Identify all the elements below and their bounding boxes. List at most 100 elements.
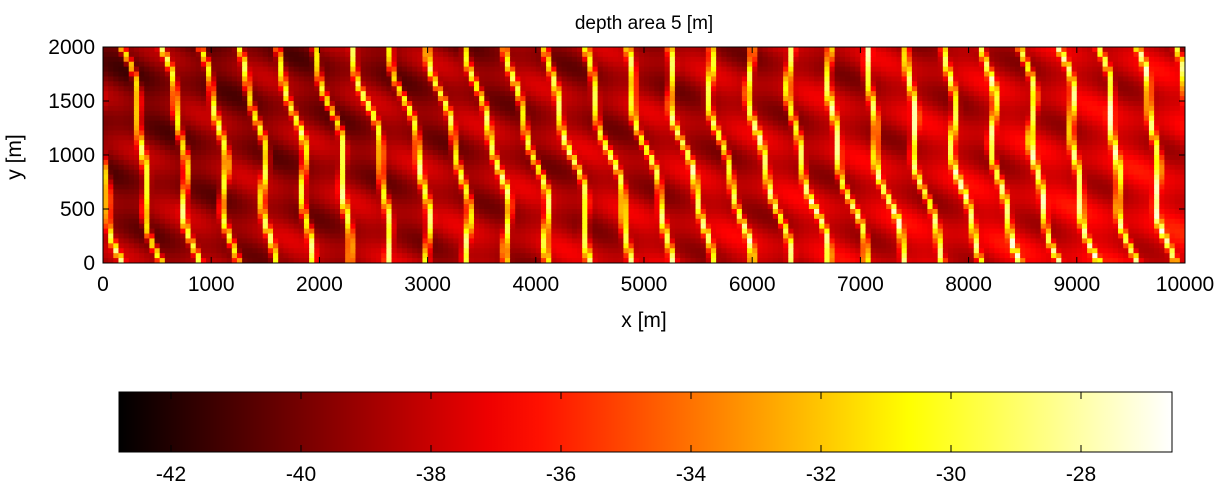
heatmap-cell	[690, 105, 697, 112]
heatmap-cell	[721, 66, 728, 73]
heatmap-cell	[103, 135, 109, 141]
heatmap-cell	[103, 66, 109, 73]
heatmap-cell	[494, 81, 501, 87]
heatmap-cell	[752, 125, 758, 132]
heatmap-cell	[947, 135, 954, 141]
heatmap-cell	[334, 150, 341, 156]
heatmap-cell	[602, 86, 609, 92]
heatmap-cell	[716, 51, 722, 58]
heatmap-cell	[535, 130, 542, 136]
heatmap-cell	[530, 120, 537, 127]
heatmap-cell	[1061, 47, 1068, 53]
heatmap-cell	[644, 86, 650, 92]
heatmap-cell	[984, 66, 990, 73]
heatmap-cell	[463, 130, 470, 136]
heatmap-cell	[798, 115, 805, 122]
heatmap-cell	[896, 159, 903, 166]
heatmap-cell	[695, 91, 702, 97]
heatmap-cell	[370, 140, 377, 146]
heatmap-cell	[211, 61, 217, 68]
heatmap-cell	[777, 61, 784, 68]
heatmap-cell	[664, 125, 671, 132]
heatmap-cell	[329, 51, 336, 58]
heatmap-cell	[422, 86, 429, 92]
heatmap-cell	[607, 96, 614, 102]
heatmap-cell	[376, 150, 382, 156]
heatmap-cell	[814, 130, 820, 136]
heatmap-cell	[695, 47, 702, 53]
heatmap-cell	[236, 130, 243, 136]
heatmap-cell	[303, 56, 310, 63]
heatmap-cell	[370, 130, 377, 136]
heatmap-cell	[422, 76, 429, 82]
heatmap-cell	[1071, 115, 1078, 122]
heatmap-cell	[103, 56, 109, 63]
heatmap-cell	[695, 105, 702, 112]
heatmap-cell	[283, 47, 290, 53]
heatmap-cell	[855, 105, 861, 112]
heatmap-cell	[530, 96, 537, 102]
heatmap-cell	[1118, 51, 1124, 58]
heatmap-cell	[103, 105, 109, 112]
heatmap-cell	[144, 145, 150, 151]
heatmap-cell	[144, 91, 150, 97]
heatmap-cell	[273, 155, 279, 161]
heatmap-cell	[443, 125, 449, 132]
heatmap-cell	[710, 105, 717, 112]
heatmap-cell	[278, 56, 284, 63]
heatmap-cell	[855, 47, 861, 53]
heatmap-cell	[1081, 81, 1088, 87]
heatmap-cell	[824, 125, 831, 132]
heatmap-cell	[1004, 150, 1011, 156]
heatmap-cell	[1071, 140, 1078, 146]
heatmap-cell	[427, 125, 434, 132]
heatmap-cell	[680, 86, 686, 92]
heatmap-cell	[391, 96, 398, 102]
heatmap-cell	[401, 86, 408, 92]
heatmap-cell	[535, 140, 542, 146]
heatmap-cell	[396, 159, 403, 166]
heatmap-cell	[401, 115, 408, 122]
heatmap-cell	[1148, 105, 1155, 112]
heatmap-cell	[298, 150, 305, 156]
heatmap-cell	[917, 71, 923, 78]
heatmap-cell	[1133, 125, 1140, 132]
heatmap-cell	[917, 96, 923, 102]
heatmap-cell	[180, 71, 187, 78]
heatmap-cell	[860, 96, 867, 102]
heatmap-cell	[479, 81, 485, 87]
heatmap-cell	[844, 76, 851, 82]
heatmap-cell	[1179, 150, 1185, 156]
heatmap-cell	[180, 101, 187, 107]
heatmap-cell	[309, 86, 315, 92]
heatmap-cell	[149, 140, 156, 146]
heatmap-cell	[829, 145, 836, 151]
heatmap-cell	[257, 115, 264, 122]
heatmap-cell	[494, 56, 501, 63]
heatmap-cell	[582, 115, 588, 122]
heatmap-cell	[927, 101, 934, 107]
heatmap-cell	[700, 71, 707, 78]
heatmap-cell	[1143, 110, 1150, 117]
heatmap-cell	[314, 96, 320, 102]
heatmap-cell	[432, 120, 439, 127]
heatmap-cell	[1154, 105, 1160, 112]
heatmap-cell	[566, 155, 573, 161]
heatmap-cell	[705, 135, 712, 141]
heatmap-cell	[463, 81, 470, 87]
heatmap-cell	[417, 76, 424, 82]
heatmap-cell	[695, 115, 702, 122]
heatmap-cell	[824, 66, 831, 73]
heatmap-cell	[139, 76, 145, 82]
heatmap-cell	[747, 135, 753, 141]
heatmap-cell	[767, 51, 774, 58]
heatmap-cell	[772, 115, 779, 122]
heatmap-cell	[200, 120, 207, 127]
heatmap-cell	[386, 101, 393, 107]
heatmap-cell	[819, 56, 825, 63]
heatmap-cell	[1112, 66, 1119, 73]
heatmap-cell	[1169, 110, 1176, 117]
heatmap-cell	[1035, 135, 1042, 141]
heatmap-cell	[1045, 61, 1052, 68]
heatmap-cell	[1143, 125, 1150, 132]
